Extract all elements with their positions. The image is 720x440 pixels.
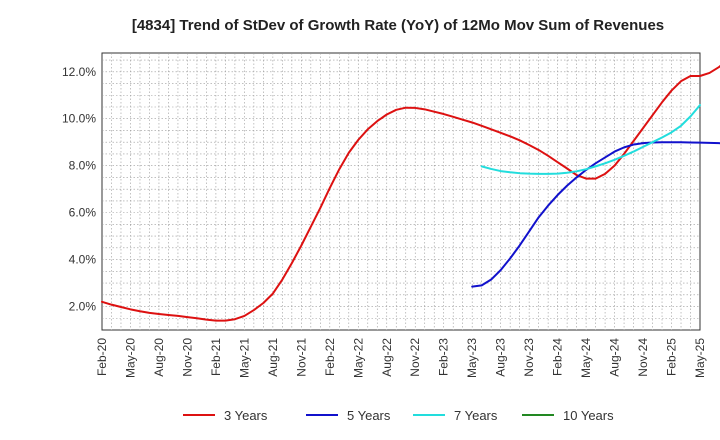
y-tick-label: 4.0% [69, 253, 97, 267]
x-tick-label: Aug-20 [152, 338, 166, 377]
x-tick-label: Nov-24 [636, 338, 650, 377]
grid-lines [102, 53, 700, 330]
series-line-5-years [471, 141, 720, 288]
y-tick-label: 10.0% [62, 112, 96, 126]
x-tick-label: Feb-25 [665, 338, 679, 376]
x-tick-label: Aug-24 [608, 338, 622, 377]
legend-label: 7 Years [454, 408, 498, 423]
legend-label: 10 Years [563, 408, 614, 423]
series-line-7-years [480, 104, 701, 175]
x-tick-label: May-21 [237, 338, 251, 378]
x-tick-label: Nov-20 [180, 338, 194, 377]
x-axis: Feb-20 May-20 Aug-20 Nov-20 Feb-21 May-21 Aug-… [95, 338, 707, 378]
y-tick-label: 12.0% [62, 65, 96, 79]
x-tick-label: Aug-22 [380, 338, 394, 377]
x-tick-label: Nov-22 [408, 338, 422, 377]
legend-label: 3 Years [224, 408, 268, 423]
x-tick-label: Feb-21 [209, 338, 223, 376]
x-tick-label: May-24 [579, 338, 593, 378]
x-tick-label: Feb-24 [551, 338, 565, 376]
y-tick-label: 6.0% [69, 206, 97, 220]
x-tick-label: Feb-22 [323, 338, 337, 376]
x-tick-label: Nov-21 [294, 338, 308, 377]
legend: 3 Years 5 Years 7 Years 10 Years [183, 408, 614, 423]
x-tick-label: May-22 [351, 338, 365, 378]
y-tick-label: 8.0% [69, 159, 97, 173]
chart-title: [4834] Trend of StDev of Growth Rate (Yo… [132, 17, 664, 34]
x-tick-label: May-25 [693, 338, 707, 378]
plot-area [101, 52, 701, 331]
y-tick-label: 2.0% [69, 300, 97, 314]
x-tick-label: Nov-23 [522, 338, 536, 377]
legend-label: 5 Years [347, 408, 391, 423]
x-tick-label: Aug-21 [266, 338, 280, 377]
x-tick-label: May-23 [465, 338, 479, 378]
x-tick-label: Aug-23 [494, 338, 508, 377]
series-line-3-years [101, 64, 720, 322]
x-tick-label: Feb-20 [95, 338, 109, 376]
y-axis: 2.0% 4.0% 6.0% 8.0% 10.0% 12.0% [62, 65, 96, 314]
x-tick-label: May-20 [123, 338, 137, 378]
series-lines [101, 64, 720, 322]
x-tick-label: Feb-23 [437, 338, 451, 376]
